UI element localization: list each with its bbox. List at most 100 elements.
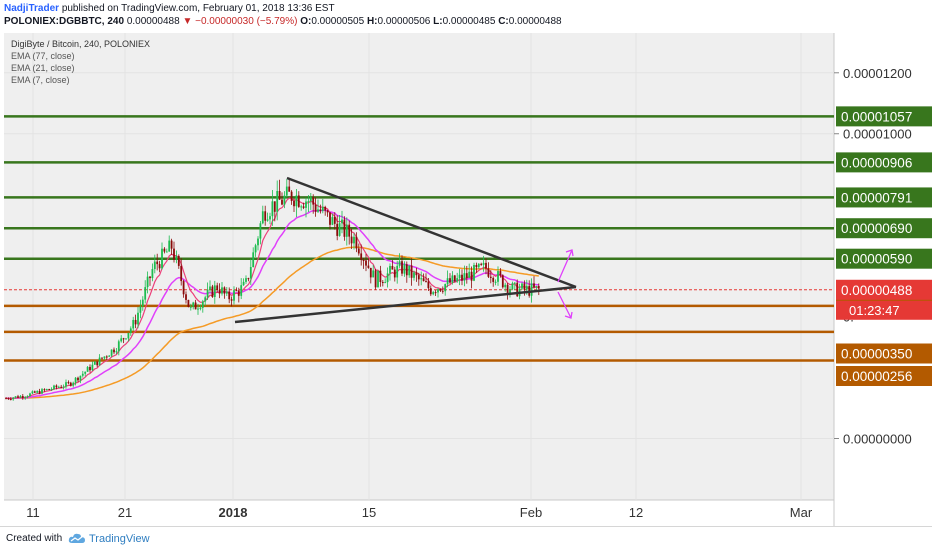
high-label: H:	[366, 16, 378, 27]
x-tick-label: Feb	[520, 505, 542, 520]
candle-body	[470, 271, 473, 281]
candle-body	[173, 248, 175, 260]
level-price-label: 0.00001057	[841, 109, 912, 124]
candle-body	[209, 286, 211, 290]
candle-body	[444, 284, 447, 292]
candle-body	[26, 396, 29, 398]
candle-body	[398, 261, 401, 266]
legend-ema21[interactable]: EMA (21, close)	[11, 63, 75, 73]
candle-body	[237, 290, 240, 296]
lower-trendline[interactable]	[234, 285, 577, 324]
candle-body	[194, 302, 197, 310]
candle-body	[151, 269, 154, 279]
candle-body	[537, 285, 540, 289]
candle-body	[81, 373, 84, 376]
candle-body	[410, 265, 413, 278]
close-label: C:	[498, 16, 509, 27]
candle-body	[269, 216, 271, 220]
candle-body	[384, 282, 387, 284]
candle-body	[353, 236, 355, 244]
candle-body	[453, 275, 456, 282]
candle-body	[365, 260, 367, 266]
candle-body	[60, 386, 63, 388]
candle-body	[163, 248, 166, 252]
candle-body	[185, 294, 187, 300]
candle-body	[309, 197, 312, 202]
candle-body	[487, 268, 490, 277]
level-price-label: 0.00000791	[841, 190, 912, 205]
candle-body	[480, 263, 483, 265]
candle-body	[105, 356, 108, 358]
symbol-text: POLONIEX:DGBBTC, 240	[4, 16, 125, 27]
candle-body	[86, 366, 89, 372]
legend-ema7[interactable]: EMA (7, close)	[11, 75, 70, 85]
candle-body	[451, 275, 454, 283]
candle-body	[33, 391, 36, 393]
y-tick-label: 0.00001000	[843, 127, 912, 142]
candle-body	[108, 355, 111, 357]
candle-body	[24, 397, 27, 399]
candle-body	[139, 306, 142, 313]
candle-body	[168, 240, 171, 252]
level-price-label: 0.00000690	[841, 221, 912, 236]
candle-body	[48, 389, 51, 391]
current-price-tag	[836, 279, 932, 300]
candle-body	[45, 389, 48, 391]
candle-body	[312, 197, 315, 205]
candle-body	[218, 290, 221, 294]
candle-body	[535, 285, 538, 288]
level-price-tag	[836, 248, 932, 269]
candle-body	[321, 206, 324, 211]
candle-body	[158, 264, 161, 269]
candle-body	[223, 287, 226, 294]
candle-body	[336, 223, 339, 236]
candle-body	[249, 267, 252, 279]
candle-body	[482, 262, 485, 265]
legend-ema77[interactable]: EMA (77, close)	[11, 51, 75, 61]
breakout-up-arrow[interactable]	[557, 249, 574, 283]
candle-body	[533, 283, 535, 288]
candle-body	[21, 396, 24, 398]
candle-body	[357, 248, 360, 254]
candle-body	[408, 265, 411, 276]
breakout-down-arrow[interactable]	[557, 291, 573, 319]
candle-body	[439, 289, 442, 291]
candle-body	[389, 265, 391, 274]
candle-body	[523, 283, 526, 290]
candle-body	[513, 282, 516, 284]
x-tick-label: 11	[26, 505, 40, 520]
candle-body	[341, 219, 343, 224]
candle-body	[115, 351, 118, 353]
upper-trendline[interactable]	[286, 176, 577, 289]
candle-body	[132, 319, 135, 329]
candle-body	[252, 252, 255, 268]
candle-body	[192, 302, 195, 307]
author-link[interactable]: NadjiTrader	[4, 3, 60, 14]
candle-body	[127, 333, 130, 339]
candle-body	[29, 393, 31, 397]
candle-body	[434, 292, 437, 294]
candle-body	[57, 386, 60, 388]
candle-body	[129, 328, 132, 334]
candle-body	[525, 285, 528, 290]
tradingview-brand[interactable]: TradingView	[89, 533, 150, 545]
candle-body	[369, 267, 372, 278]
candle-body	[221, 287, 223, 294]
chart-header: NadjiTrader published on TradingView.com…	[4, 2, 928, 30]
candle-body	[432, 292, 435, 295]
candle-body	[77, 377, 79, 381]
candle-body	[113, 349, 115, 353]
ema77-line[interactable]	[6, 246, 539, 400]
candle-body	[441, 290, 444, 292]
candle-body	[69, 382, 72, 386]
candle-body	[43, 389, 46, 391]
candle-body	[381, 281, 384, 283]
x-tick-label: Mar	[790, 505, 813, 520]
candle-body	[297, 195, 300, 207]
level-price-label: 0.00000350	[841, 347, 912, 362]
candle-body	[420, 278, 423, 280]
candle-body	[12, 397, 15, 400]
candle-body	[233, 290, 235, 301]
candle-body	[374, 270, 377, 288]
